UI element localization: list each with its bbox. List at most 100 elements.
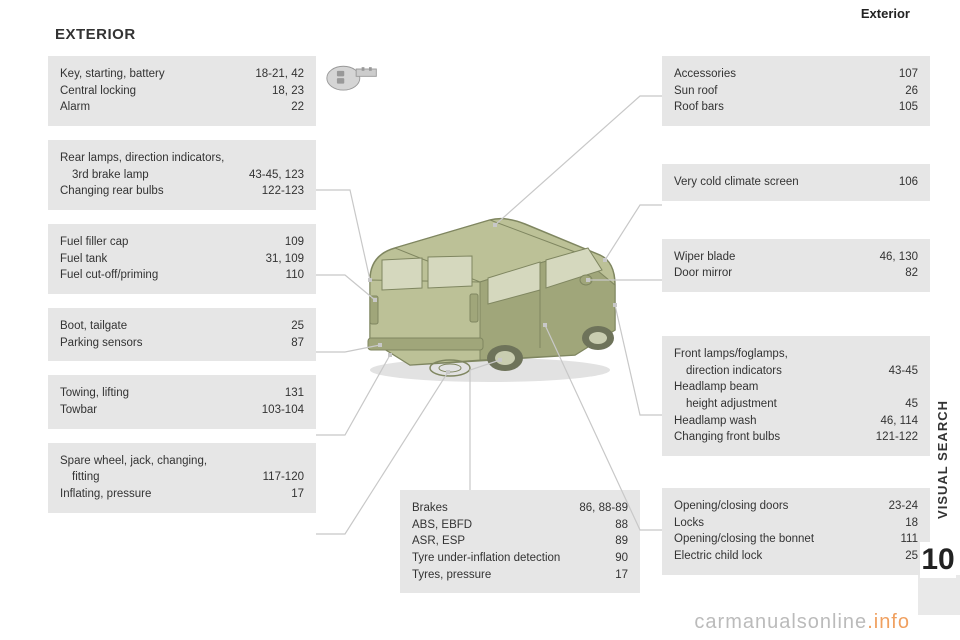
info-row: Spare wheel, jack, changing,: [60, 453, 304, 470]
info-box: Fuel filler cap109Fuel tank31, 109Fuel c…: [48, 224, 316, 294]
info-label: Fuel filler cap: [60, 234, 277, 251]
info-label: Accessories: [674, 66, 891, 83]
info-label: Inflating, pressure: [60, 486, 283, 503]
info-label: Sun roof: [674, 83, 897, 100]
info-row: Very cold climate screen106: [674, 174, 918, 191]
info-value: 82: [905, 265, 918, 282]
info-row: ABS, EBFD 88: [412, 517, 628, 534]
info-row: Central locking18, 23: [60, 83, 304, 100]
info-label: Locks: [674, 515, 897, 532]
info-label: fitting: [60, 469, 255, 486]
info-label: Alarm: [60, 99, 283, 116]
info-value: 107: [899, 66, 918, 83]
info-row: Rear lamps, direction indicators,: [60, 150, 304, 167]
info-row: Changing rear bulbs 122-123: [60, 183, 304, 200]
side-tab-label: VISUAL SEARCH: [935, 400, 950, 519]
info-label: Headlamp beam: [674, 379, 918, 396]
info-row: Towbar 103-104: [60, 402, 304, 419]
info-row: Wiper blade46, 130: [674, 249, 918, 266]
key-fob-icon: [325, 58, 380, 98]
info-value: 45: [905, 396, 918, 413]
info-box: Spare wheel, jack, changing,fitting 117-1…: [48, 443, 316, 513]
info-label: Fuel cut-off/priming: [60, 267, 278, 284]
info-row: Electric child lock25: [674, 548, 918, 565]
info-row: Door mirror 82: [674, 265, 918, 282]
info-value: 87: [291, 335, 304, 352]
watermark-main: carmanualsonline: [694, 611, 867, 633]
info-label: Rear lamps, direction indicators,: [60, 150, 304, 167]
info-row: height adjustment 45: [674, 396, 918, 413]
info-label: Roof bars: [674, 99, 891, 116]
info-label: Towbar: [60, 402, 254, 419]
info-box: Accessories 107Sun roof26Roof bars 105: [662, 56, 930, 126]
info-row: Changing front bulbs 121-122: [674, 429, 918, 446]
info-row: Headlamp beam: [674, 379, 918, 396]
info-label: Very cold climate screen: [674, 174, 891, 191]
info-row: Opening/closing the bonnet111: [674, 531, 918, 548]
info-value: 25: [291, 318, 304, 335]
info-row: fitting 117-120: [60, 469, 304, 486]
info-row: Opening/closing doors23-24: [674, 498, 918, 515]
info-label: Changing front bulbs: [674, 429, 868, 446]
info-row: Brakes86, 88-89: [412, 500, 628, 517]
info-box: Rear lamps, direction indicators,3rd bra…: [48, 140, 316, 210]
info-label: height adjustment: [674, 396, 897, 413]
info-row: ASR, ESP89: [412, 533, 628, 550]
info-row: Tyre under-inflation detection 90: [412, 550, 628, 567]
right-column: Accessories 107Sun roof26Roof bars 105 Very…: [662, 56, 930, 575]
info-row: Accessories 107: [674, 66, 918, 83]
info-value: 23-24: [889, 498, 918, 515]
info-row: Alarm 22: [60, 99, 304, 116]
info-row: 3rd brake lamp 43-45, 123: [60, 167, 304, 184]
info-value: 89: [615, 533, 628, 550]
info-label: Key, starting, battery: [60, 66, 247, 83]
info-value: 90: [615, 550, 628, 567]
info-value: 103-104: [262, 402, 304, 419]
vehicle-illustration: [340, 200, 640, 390]
info-value: 43-45, 123: [249, 167, 304, 184]
info-row: Towing, lifting131: [60, 385, 304, 402]
info-value: 117-120: [263, 469, 304, 486]
chapter-bg: [918, 575, 960, 615]
info-label: Boot, tailgate: [60, 318, 283, 335]
left-column: Key, starting, battery 18-21, 42Central l…: [48, 56, 316, 513]
info-label: Spare wheel, jack, changing,: [60, 453, 304, 470]
info-value: 88: [615, 517, 628, 534]
center-info-box: Brakes86, 88-89ABS, EBFD88ASR, ESP89Tyre…: [400, 490, 640, 593]
info-row: direction indicators43-45: [674, 363, 918, 380]
info-row: Parking sensors 87: [60, 335, 304, 352]
info-row: Inflating, pressure17: [60, 486, 304, 503]
info-label: ABS, EBFD: [412, 517, 607, 534]
info-label: Brakes: [412, 500, 571, 517]
info-row: Front lamps/foglamps,: [674, 346, 918, 363]
info-row: Headlamp wash46, 114: [674, 413, 918, 430]
watermark: carmanualsonline.info: [694, 611, 910, 634]
info-value: 18-21, 42: [255, 66, 304, 83]
info-value: 121-122: [876, 429, 918, 446]
info-label: Electric child lock: [674, 548, 897, 565]
info-value: 22: [291, 99, 304, 116]
info-value: 122-123: [262, 183, 304, 200]
info-box: Wiper blade46, 130Door mirror 82: [662, 239, 930, 292]
info-label: direction indicators: [674, 363, 881, 380]
info-label: Central locking: [60, 83, 264, 100]
info-label: Tyres, pressure: [412, 567, 607, 584]
info-box: Opening/closing doors23-24Locks18Opening…: [662, 488, 930, 575]
info-box: Towing, lifting131Towbar 103-104: [48, 375, 316, 428]
info-label: Door mirror: [674, 265, 897, 282]
info-row: Boot, tailgate 25: [60, 318, 304, 335]
info-box: Boot, tailgate 25 Parking sensors 87: [48, 308, 316, 361]
watermark-suffix: .info: [867, 611, 910, 633]
info-label: 3rd brake lamp: [60, 167, 241, 184]
info-row: Sun roof26: [674, 83, 918, 100]
info-value: 131: [285, 385, 304, 402]
info-row: Fuel cut-off/priming110: [60, 267, 304, 284]
info-label: Parking sensors: [60, 335, 283, 352]
info-value: 109: [285, 234, 304, 251]
info-value: 105: [899, 99, 918, 116]
info-row: Key, starting, battery 18-21, 42: [60, 66, 304, 83]
info-label: Changing rear bulbs: [60, 183, 254, 200]
info-label: Tyre under-inflation detection: [412, 550, 607, 567]
info-label: Wiper blade: [674, 249, 872, 266]
chapter-number: 10: [920, 542, 956, 578]
